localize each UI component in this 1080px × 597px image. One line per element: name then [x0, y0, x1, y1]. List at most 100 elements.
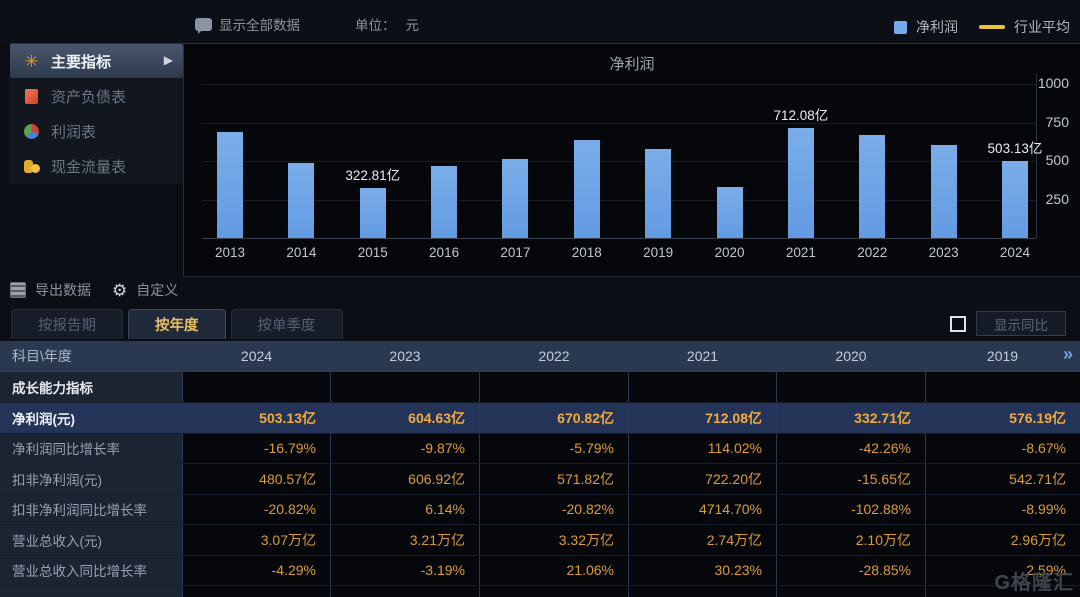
y-tick-label: 500	[1045, 152, 1069, 168]
bar-2024[interactable]	[1001, 160, 1028, 238]
net-profit-legend-swatch-icon[interactable]	[894, 20, 907, 34]
tab-by-single-quarter[interactable]: 按单季度	[230, 309, 343, 339]
table-corner-header: 科目\年度	[0, 341, 183, 371]
x-tick-label-2015: 2015	[357, 245, 388, 260]
value-cell: 332.71亿	[777, 403, 926, 433]
value-cell: -20.82%	[183, 494, 331, 524]
bar-2016[interactable]	[431, 166, 458, 238]
table-row[interactable]: 营业总收入同比增长率 -4.29% -3.19% 21.06% 30.23% -28.85…	[0, 555, 1080, 586]
value-cell: -42.26%	[777, 433, 926, 463]
x-tick-label-2024: 2024	[999, 245, 1030, 260]
value-cell: 21.06%	[480, 555, 629, 585]
net-profit-chart: 净利润 250 500 750 1000 2013 2014 2015 2016 2017 201…	[183, 43, 1080, 277]
x-tick-label-2020: 2020	[714, 245, 745, 260]
empty-cell	[183, 372, 331, 402]
gridline-500	[202, 161, 1036, 162]
row-label: 营业总收入同比增长率	[0, 555, 183, 585]
table-row[interactable]: 扣非净利润(元) 480.57亿 606.92亿 571.82亿 722.20亿 -15.…	[0, 464, 1080, 495]
bar-2019[interactable]	[645, 149, 672, 238]
export-data-button[interactable]: 导出数据	[35, 282, 91, 298]
value-cell: -9.87%	[331, 433, 480, 463]
table-header-row: 科目\年度 2024 2023 2022 2021 2020 2019»	[0, 341, 1080, 372]
plot-right-border	[1036, 74, 1037, 238]
top-bar-options: 显示全部数据 单位： 元	[195, 14, 419, 34]
value-cell: 722.20亿	[629, 464, 777, 494]
row-label: 扣非净利润同比增长率	[0, 494, 183, 524]
show-all-data-label[interactable]: 显示全部数据	[219, 18, 300, 33]
customize-button[interactable]: 自定义	[136, 282, 179, 298]
value-cell: 503.13亿	[183, 403, 331, 433]
value-cell: 480.57亿	[183, 464, 331, 494]
tab-by-year[interactable]: 按年度	[128, 309, 226, 339]
y-tick-label: 1000	[1037, 75, 1069, 91]
table-row[interactable]: 净利润同比增长率 -16.79% -9.87% -5.79% 114.02% -42.26…	[0, 433, 1080, 464]
empty-cell	[331, 372, 480, 402]
value-cell: 3.32万亿	[480, 525, 629, 555]
value-cell: 542.71亿	[1009, 470, 1066, 487]
x-tick-label-2013: 2013	[214, 245, 246, 260]
yoy-controls: 显示同比	[950, 311, 1066, 336]
sidebar-item-label: 主要指标	[51, 53, 112, 71]
gridline-1000	[202, 84, 1036, 85]
net-profit-legend-label[interactable]: 净利润	[916, 19, 958, 35]
x-axis-line	[202, 238, 1036, 239]
table-row[interactable]: 净利润(元) 503.13亿 604.63亿 670.82亿 712.08亿 332.71…	[0, 403, 1080, 434]
value-cell: 4714.70%	[629, 494, 777, 524]
financial-table: 科目\年度 2024 2023 2022 2021 2020 2019» 成长能力指标 净利润(…	[0, 341, 1080, 597]
value-cell: 571.82亿	[480, 464, 629, 494]
table-row[interactable]: 扣非净利润同比增长率 -20.82% 6.14% -20.82% 4714.70% -10…	[0, 494, 1080, 525]
bar-2020[interactable]	[716, 186, 743, 238]
value-cell: -8.99%	[1021, 501, 1066, 518]
bar-2023[interactable]	[930, 144, 957, 238]
table-row[interactable]: 营业总收入(元) 3.07万亿 3.21万亿 3.32万亿 2.74万亿 2.10万亿 2.…	[0, 525, 1080, 556]
row-label: 营业总收入(元)	[0, 525, 183, 555]
show-yoy-button[interactable]: 显示同比	[976, 311, 1066, 336]
balance-sheet-icon	[25, 88, 38, 104]
empty-cell	[777, 586, 926, 597]
bar-2014[interactable]	[288, 163, 315, 238]
year-header-2021: 2021	[629, 341, 777, 371]
period-tabs: 按报告期 按年度 按单季度	[11, 309, 343, 339]
sidebar-item-cash-flow-statement[interactable]: 现金流量表	[10, 149, 183, 183]
value-cell: 114.02%	[629, 433, 777, 463]
show-yoy-checkbox[interactable]	[950, 315, 966, 332]
x-tick-label-2014: 2014	[286, 245, 317, 260]
export-data-icon[interactable]	[10, 282, 26, 298]
y-tick-label: 750	[1045, 113, 1069, 130]
bar-2018[interactable]	[573, 140, 600, 238]
top-bar: 显示全部数据 单位： 元 净利润 行业平均	[0, 0, 1080, 43]
value-cell: -102.88%	[777, 494, 926, 524]
bar-value-label-2015: 322.81亿	[345, 168, 401, 184]
bar-2015[interactable]	[359, 188, 386, 238]
x-tick-label-2022: 2022	[857, 245, 888, 260]
next-columns-icon[interactable]: »	[1062, 344, 1073, 364]
show-all-data-icon[interactable]	[195, 17, 212, 34]
sidebar-item-income-statement[interactable]: 利润表	[10, 114, 183, 148]
sidebar-item-balance-sheet[interactable]: 资产负债表	[10, 79, 183, 113]
value-cell: 2.74万亿	[629, 525, 777, 555]
value-cell: -5.79%	[480, 433, 629, 463]
bar-2017[interactable]	[502, 158, 529, 238]
value-cell: -8.67%	[1021, 440, 1066, 457]
value-cell: 2.10万亿	[777, 525, 926, 555]
bar-2022[interactable]	[859, 134, 886, 238]
active-arrow-icon: ▶	[163, 53, 173, 67]
value-cell: 2.59%	[1026, 562, 1066, 579]
partial-row	[0, 586, 1080, 597]
tab-by-report-period[interactable]: 按报告期	[11, 309, 123, 339]
bar-value-label-2021: 712.08亿	[773, 108, 829, 124]
empty-cell	[183, 586, 331, 597]
empty-cell	[480, 586, 629, 597]
x-tick-label-2017: 2017	[500, 245, 531, 260]
value-cell: 606.92亿	[331, 464, 480, 494]
gear-icon[interactable]: ⚙	[112, 280, 128, 300]
industry-average-legend-line-icon[interactable]	[979, 25, 1005, 29]
sidebar-item-main-indicators[interactable]: ✳ 主要指标 ▶	[10, 44, 183, 78]
sidebar-item-label: 利润表	[51, 123, 97, 141]
sidebar-item-label: 资产负债表	[51, 88, 127, 106]
industry-average-legend-label[interactable]: 行业平均	[1014, 19, 1070, 35]
unit-label: 单位： 元	[355, 18, 419, 33]
bar-2013[interactable]	[217, 131, 243, 238]
value-cell: 3.07万亿	[183, 525, 331, 555]
bar-2021[interactable]	[787, 128, 814, 238]
